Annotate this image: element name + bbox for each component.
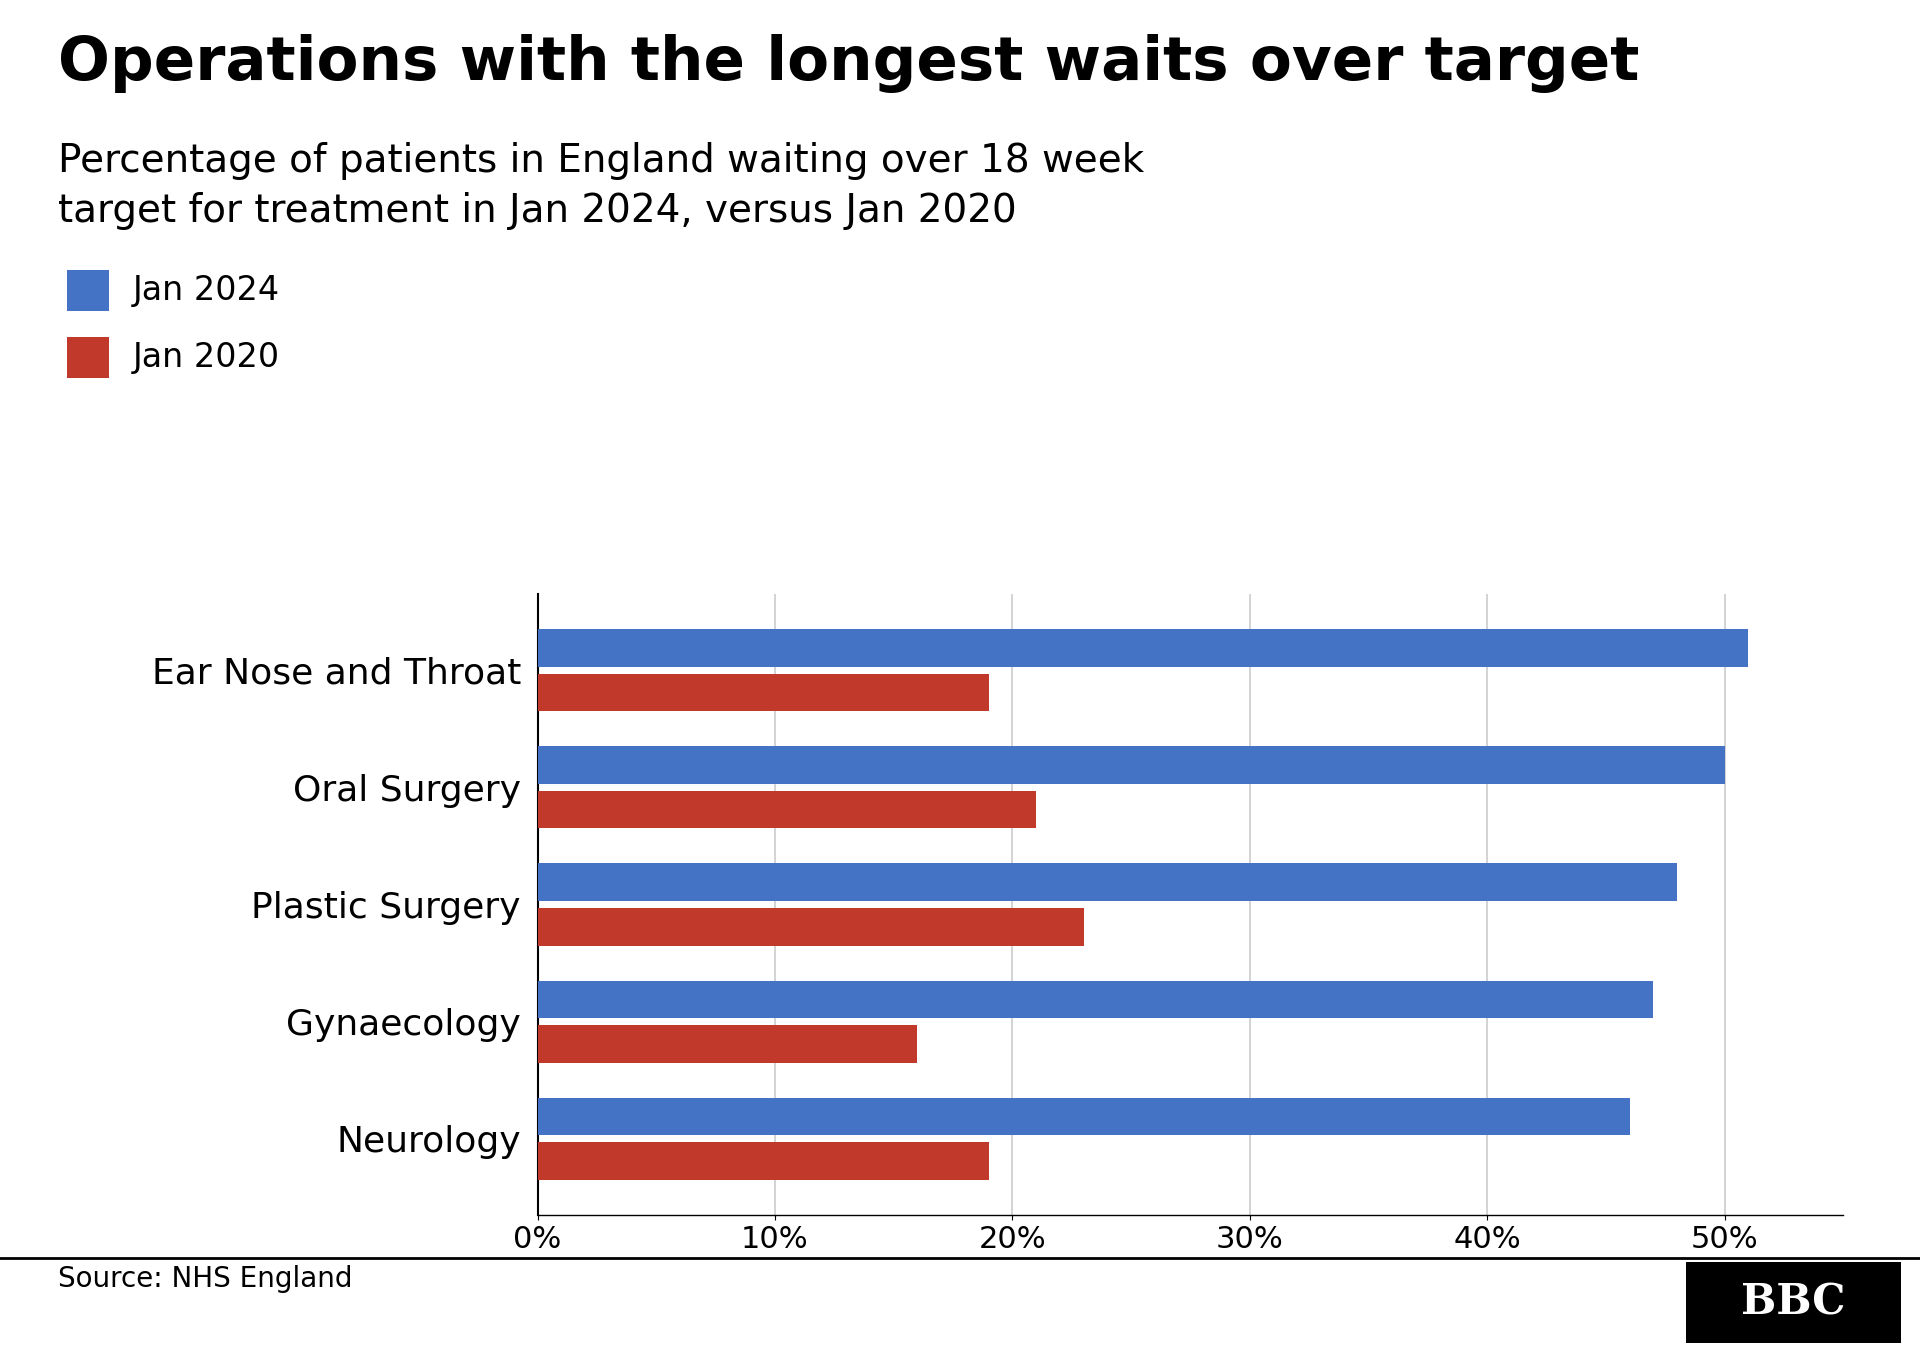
Bar: [538, 674, 989, 711]
Bar: [538, 980, 1653, 1018]
Bar: [538, 1142, 989, 1180]
Text: Operations with the longest waits over target: Operations with the longest waits over t…: [58, 34, 1640, 93]
Bar: [538, 791, 1037, 829]
Bar: [538, 747, 1724, 784]
Bar: [538, 909, 1083, 945]
Bar: [538, 864, 1676, 900]
Text: Jan 2020: Jan 2020: [132, 342, 280, 374]
Text: BBC: BBC: [1741, 1281, 1845, 1324]
Bar: [538, 629, 1749, 667]
Bar: [538, 1025, 918, 1062]
Text: Percentage of patients in England waiting over 18 week
target for treatment in J: Percentage of patients in England waitin…: [58, 142, 1144, 230]
Bar: [538, 1098, 1630, 1135]
Text: Jan 2024: Jan 2024: [132, 274, 280, 306]
Text: Source: NHS England: Source: NHS England: [58, 1265, 351, 1293]
